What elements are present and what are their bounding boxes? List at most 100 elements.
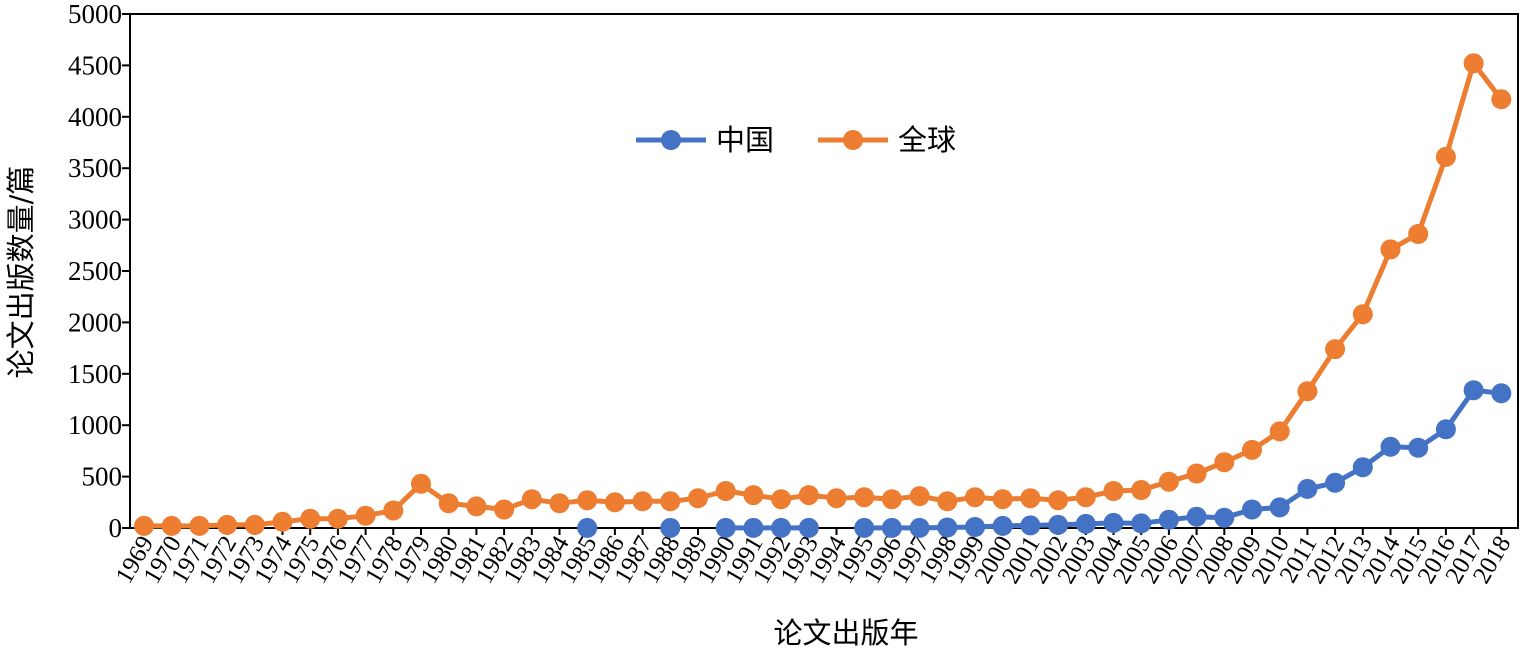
legend-marker bbox=[661, 130, 681, 150]
data-point bbox=[1214, 507, 1235, 528]
y-tick-label: 5000 bbox=[68, 0, 122, 29]
plot-frame bbox=[129, 13, 1519, 529]
legend-label: 中国 bbox=[716, 123, 774, 157]
data-point bbox=[1158, 509, 1179, 530]
series-0 bbox=[577, 380, 1512, 538]
data-point bbox=[438, 493, 459, 514]
data-point bbox=[1131, 480, 1152, 500]
y-tick-label: 4000 bbox=[68, 102, 122, 132]
data-point bbox=[383, 500, 404, 521]
data-point bbox=[327, 508, 348, 529]
y-tick-label: 2500 bbox=[68, 256, 122, 286]
data-point bbox=[411, 473, 431, 494]
y-axis-title: 论文出版数量/篇 bbox=[4, 166, 38, 379]
data-point bbox=[1131, 513, 1152, 534]
data-point bbox=[1048, 490, 1069, 511]
data-point bbox=[494, 499, 515, 520]
data-point bbox=[244, 514, 265, 535]
data-point bbox=[549, 493, 570, 514]
data-point bbox=[771, 489, 792, 510]
data-point bbox=[743, 485, 764, 506]
data-point bbox=[1186, 463, 1207, 484]
data-point bbox=[688, 488, 708, 509]
y-tick-label: 500 bbox=[82, 462, 123, 492]
data-point bbox=[1103, 512, 1124, 533]
data-point bbox=[1020, 515, 1041, 536]
y-tick-label: 2000 bbox=[68, 307, 122, 337]
data-point bbox=[826, 488, 847, 509]
data-point bbox=[577, 490, 598, 511]
legend-marker bbox=[843, 130, 863, 150]
data-point bbox=[715, 517, 736, 538]
data-point bbox=[992, 489, 1013, 510]
data-point bbox=[937, 491, 958, 512]
data-point bbox=[881, 517, 902, 538]
data-point bbox=[798, 517, 819, 538]
data-point bbox=[1380, 436, 1401, 457]
series-line bbox=[864, 387, 1502, 531]
data-point bbox=[965, 517, 985, 537]
data-point bbox=[1075, 487, 1096, 508]
data-point bbox=[1186, 506, 1207, 527]
data-point bbox=[965, 487, 985, 508]
data-point bbox=[1048, 514, 1069, 535]
series-line bbox=[144, 60, 1504, 529]
data-point bbox=[1242, 499, 1262, 520]
data-point bbox=[771, 517, 792, 538]
data-point bbox=[743, 517, 764, 538]
data-point bbox=[1408, 437, 1429, 458]
data-point bbox=[660, 517, 681, 538]
data-point bbox=[1297, 478, 1318, 499]
y-tick-label: 0 bbox=[109, 513, 123, 543]
y-tick-label: 3500 bbox=[68, 153, 122, 183]
legend-label: 全球 bbox=[898, 123, 956, 157]
data-point bbox=[1269, 497, 1290, 518]
series-1 bbox=[134, 53, 1512, 536]
data-point bbox=[992, 515, 1013, 536]
data-point bbox=[854, 517, 875, 538]
data-point bbox=[798, 485, 819, 506]
data-point bbox=[1463, 53, 1484, 74]
data-point bbox=[300, 508, 321, 529]
chart-legend: 中国 全球 bbox=[636, 123, 956, 157]
data-point bbox=[217, 514, 238, 535]
data-point bbox=[1491, 383, 1512, 404]
data-point bbox=[134, 515, 154, 536]
data-point bbox=[604, 492, 625, 513]
data-point bbox=[854, 487, 875, 508]
data-point bbox=[1435, 419, 1456, 440]
data-point bbox=[909, 517, 930, 538]
data-point bbox=[1158, 471, 1179, 492]
data-point bbox=[1408, 224, 1429, 244]
x-axis-ticks: 1969197019711972197319741975197619771978… bbox=[111, 528, 1516, 588]
legend-item: 全球 bbox=[818, 123, 956, 157]
data-point bbox=[1020, 488, 1041, 509]
y-tick-label: 1000 bbox=[68, 410, 122, 440]
data-point bbox=[1435, 146, 1456, 167]
data-point bbox=[1269, 421, 1290, 442]
data-point bbox=[577, 517, 598, 538]
data-point bbox=[355, 505, 376, 526]
data-point bbox=[1214, 452, 1235, 473]
data-point bbox=[881, 489, 902, 510]
data-point bbox=[1352, 457, 1373, 478]
data-point bbox=[632, 491, 653, 512]
data-point bbox=[1325, 472, 1346, 493]
y-axis-ticks: 0 500 1000 1500 2000 2500 3000 3500 4000 4500 5000 bbox=[68, 0, 130, 543]
y-tick-label: 3000 bbox=[68, 205, 122, 235]
data-point bbox=[189, 515, 210, 536]
y-tick-label: 1500 bbox=[68, 359, 122, 389]
data-point bbox=[1075, 513, 1096, 534]
series-layer bbox=[134, 53, 1512, 538]
data-point bbox=[660, 491, 681, 512]
y-tick-label: 4500 bbox=[68, 50, 122, 80]
data-point bbox=[272, 511, 293, 532]
data-point bbox=[1380, 239, 1401, 260]
data-point bbox=[715, 481, 736, 501]
data-point bbox=[161, 515, 182, 536]
data-point bbox=[1325, 339, 1346, 360]
data-point bbox=[521, 489, 542, 510]
data-point bbox=[1242, 439, 1262, 460]
data-point bbox=[1297, 381, 1318, 402]
